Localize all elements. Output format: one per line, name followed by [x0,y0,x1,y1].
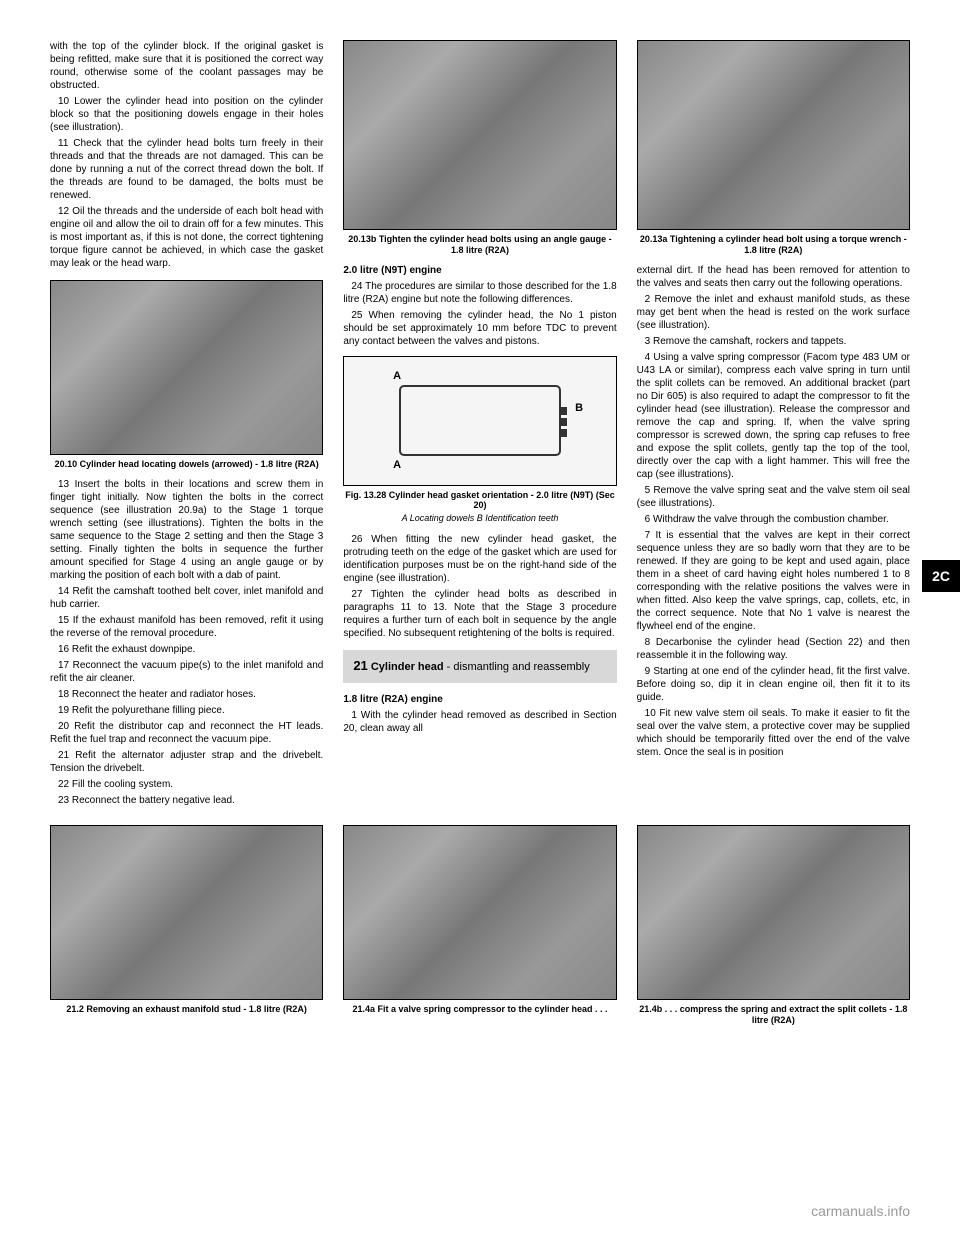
figure-caption: 21.4a Fit a valve spring compressor to t… [343,1004,616,1015]
diagram-tooth [561,429,567,437]
diagram-label-a: A [393,458,401,472]
body-text: 9 Starting at one end of the cylinder he… [637,665,910,704]
section-number: 21 [353,658,367,673]
body-text: 3 Remove the camshaft, rockers and tappe… [637,335,910,348]
figure-caption: 20.10 Cylinder head locating dowels (arr… [50,459,323,470]
body-text: 14 Refit the camshaft toothed belt cover… [50,585,323,611]
body-text: 25 When removing the cylinder head, the … [343,309,616,348]
body-text: 22 Fill the cooling system. [50,778,323,791]
figure-caption-sub: A Locating dowels B Identification teeth [343,513,616,525]
body-text: 27 Tighten the cylinder head bolts as de… [343,588,616,640]
body-text: 19 Refit the polyurethane filling piece. [50,704,323,717]
body-text: 12 Oil the threads and the underside of … [50,205,323,270]
section-heading-box: 21 Cylinder head - dismantling and reass… [343,650,616,683]
body-text: 6 Withdraw the valve through the combust… [637,513,910,526]
body-text: with the top of the cylinder block. If t… [50,40,323,92]
body-text: 20 Refit the distributor cap and reconne… [50,720,323,746]
photo-split-collets [637,825,910,1000]
figure-caption: 21.2 Removing an exhaust manifold stud -… [50,1004,323,1015]
body-text: 18 Reconnect the heater and radiator hos… [50,688,323,701]
photo-angle-gauge [343,40,616,230]
watermark: carmanuals.info [811,1202,910,1220]
top-row: with the top of the cylinder block. If t… [50,40,910,810]
section-subtitle: - dismantling and reassembly [444,661,590,673]
photo-manifold-stud [50,825,323,1000]
body-text: 4 Using a valve spring compressor (Facom… [637,351,910,481]
body-text: 2 Remove the inlet and exhaust manifold … [637,293,910,332]
column-3: 20.13a Tightening a cylinder head bolt u… [637,40,910,810]
body-text: 8 Decarbonise the cylinder head (Section… [637,636,910,662]
body-text: 10 Lower the cylinder head into position… [50,95,323,134]
page: 2C with the top of the cylinder block. I… [0,0,960,1235]
photo-torque-wrench [637,40,910,230]
figure-21-2: 21.2 Removing an exhaust manifold stud -… [50,825,323,1026]
figure-caption: 20.13a Tightening a cylinder head bolt u… [637,234,910,256]
body-text: 24 The procedures are similar to those d… [343,280,616,306]
figure-caption: 20.13b Tighten the cylinder head bolts u… [343,234,616,256]
section-title: Cylinder head [371,661,444,673]
body-text: 5 Remove the valve spring seat and the v… [637,484,910,510]
figure-caption: Fig. 13.28 Cylinder head gasket orientat… [343,490,616,512]
body-text: 7 It is essential that the valves are ke… [637,529,910,633]
body-text: external dirt. If the head has been remo… [637,264,910,290]
column-1: with the top of the cylinder block. If t… [50,40,323,810]
photo-cylinder-head-dowels [50,280,323,455]
body-text: 10 Fit new valve stem oil seals. To make… [637,707,910,759]
page-section-mark: 2C [922,560,960,592]
body-text: 23 Reconnect the battery negative lead. [50,794,323,807]
diagram-teeth [561,407,567,437]
figure-13-28: A A B Fig. 13.28 Cylinder head gasket or… [343,356,616,525]
body-text: 21 Refit the alternator adjuster strap a… [50,749,323,775]
diagram-label-a: A [393,369,401,383]
subheading: 1.8 litre (R2A) engine [343,693,616,706]
photo-spring-compressor [343,825,616,1000]
diagram-tooth [561,418,567,426]
body-text: 15 If the exhaust manifold has been remo… [50,614,323,640]
body-text: 13 Insert the bolts in their locations a… [50,478,323,582]
diagram-gasket-outline [399,385,562,455]
diagram-label-b: B [575,401,583,415]
subheading: 2.0 litre (N9T) engine [343,264,616,277]
figure-20-10: 20.10 Cylinder head locating dowels (arr… [50,280,323,470]
body-text: 11 Check that the cylinder head bolts tu… [50,137,323,202]
figure-20-13b: 20.13b Tighten the cylinder head bolts u… [343,40,616,256]
figure-21-4a: 21.4a Fit a valve spring compressor to t… [343,825,616,1026]
body-text: 16 Refit the exhaust downpipe. [50,643,323,656]
body-text: 17 Reconnect the vacuum pipe(s) to the i… [50,659,323,685]
column-2: 20.13b Tighten the cylinder head bolts u… [343,40,616,810]
figure-caption: 21.4b . . . compress the spring and extr… [637,1004,910,1026]
body-text: 1 With the cylinder head removed as desc… [343,709,616,735]
body-text: 26 When fitting the new cylinder head ga… [343,533,616,585]
bottom-figure-row: 21.2 Removing an exhaust manifold stud -… [50,825,910,1026]
diagram-gasket-orientation: A A B [343,356,616,486]
figure-21-4b: 21.4b . . . compress the spring and extr… [637,825,910,1026]
diagram-tooth [561,407,567,415]
figure-20-13a: 20.13a Tightening a cylinder head bolt u… [637,40,910,256]
